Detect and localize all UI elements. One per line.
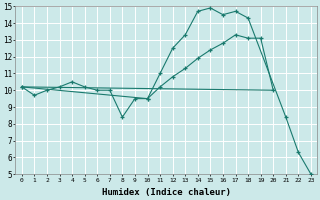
X-axis label: Humidex (Indice chaleur): Humidex (Indice chaleur) <box>102 188 231 197</box>
